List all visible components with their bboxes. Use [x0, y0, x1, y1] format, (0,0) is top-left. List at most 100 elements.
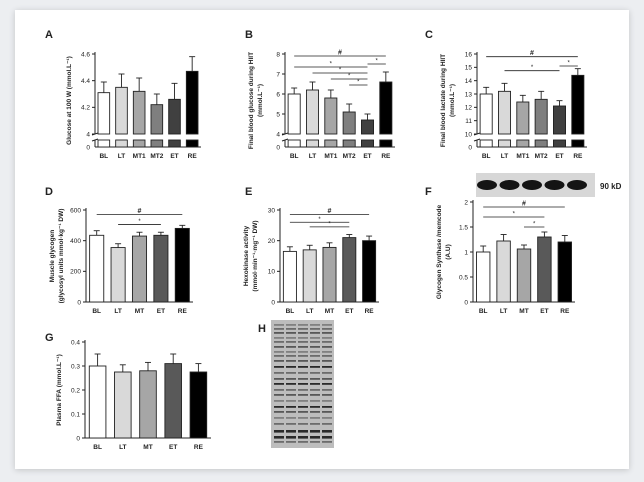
- gel-band: [310, 337, 320, 339]
- gel-band: [322, 346, 332, 348]
- bar-B-MT1: [324, 97, 338, 135]
- gel-band: [322, 378, 332, 380]
- gel-band: [286, 383, 296, 385]
- axis-break-mark-C: [473, 132, 481, 136]
- bar-stub-C-MT1: [516, 139, 530, 148]
- bar-stub-B-LT: [306, 139, 320, 148]
- gel-band: [322, 411, 332, 413]
- bar-B-LT: [306, 89, 320, 135]
- panel-label-C: C: [425, 29, 433, 41]
- y-axis-label-B: Final blood glucose during HIIT: [248, 52, 255, 149]
- y-tick-label-G: 0: [76, 435, 80, 442]
- y-tick-label-D: 0: [77, 299, 81, 306]
- bar-D-MT: [131, 235, 148, 303]
- x-tick-label-D: MT: [135, 308, 144, 315]
- gel-band: [274, 378, 284, 380]
- gel-band: [310, 360, 320, 362]
- gel-band: [286, 411, 296, 413]
- y-tick-label-E: 10: [268, 269, 276, 276]
- blot-band: [544, 180, 565, 190]
- bar-stub-C-MT2: [534, 139, 548, 148]
- x-tick-label-E: BL: [286, 308, 295, 315]
- x-tick-label-B: RE: [381, 153, 391, 160]
- gel-band: [286, 372, 296, 374]
- gel-band: [310, 366, 320, 368]
- gel-band: [322, 383, 332, 385]
- panel-E: E Hexokinase activity (mmol·min⁻¹·mg⁻¹ DW)…: [243, 186, 379, 315]
- gel-band: [298, 430, 308, 433]
- gel-band: [298, 441, 308, 443]
- bar-stub-C-BL: [479, 139, 493, 148]
- gel-band: [274, 372, 284, 374]
- bar-stub-A-ET: [168, 139, 181, 148]
- x-tick-label-C: MT2: [535, 153, 548, 160]
- gel-band: [274, 400, 284, 402]
- gel-band: [286, 346, 296, 348]
- sig-marker-C: *: [567, 61, 570, 67]
- bar-C-MT1: [516, 101, 530, 135]
- bar-stub-C-ET: [553, 139, 567, 148]
- x-tick-label-B: ET: [363, 153, 371, 160]
- axis-break-mark-A: [91, 132, 99, 136]
- y-tick-label-G: 0.3: [71, 363, 80, 370]
- gel-band: [298, 383, 308, 385]
- y-tick-label-C: 13: [465, 91, 473, 98]
- gel-band: [286, 351, 296, 353]
- gel-bands: [274, 324, 332, 443]
- gel-band: [274, 430, 284, 433]
- blot-size-label: 90 kD: [600, 182, 622, 191]
- sig-marker-D: #: [138, 208, 142, 215]
- y-axis-label-C: Final blood lactate during HIIT: [440, 54, 447, 147]
- gel-band: [286, 355, 296, 357]
- gel-band: [274, 332, 284, 334]
- bar-A-BL: [97, 92, 111, 135]
- panel-C: C Final blood lactate during HIIT (mmol.L⁻…: [425, 29, 587, 160]
- gel-band: [274, 324, 284, 326]
- gel-band: [322, 332, 332, 334]
- gel-band: [298, 355, 308, 357]
- y-tick-label-D: 400: [70, 238, 81, 245]
- gel-band: [274, 366, 284, 368]
- sig-marker-B: *: [375, 59, 378, 65]
- bar-B-BL: [287, 93, 301, 135]
- gel-band: [310, 430, 320, 433]
- y-axis-label-E-units: (mmol·min⁻¹·mg⁻¹ DW): [252, 220, 259, 291]
- sig-marker-D: *: [138, 219, 141, 225]
- bar-E-BL: [282, 250, 297, 303]
- bar-stub-B-BL: [287, 139, 301, 148]
- western-blot: 90 kD: [476, 173, 622, 197]
- gel-band: [298, 366, 308, 368]
- gel-band: [322, 400, 332, 402]
- y-tick-label-C: 11: [465, 118, 472, 125]
- x-tick-label-F: RE: [560, 308, 570, 315]
- y-tick-label-C: 10: [465, 131, 473, 138]
- figure-card: A Glucose at 100 W (mmol.L⁻¹) 4 4.2 4.4 4.6 BL…: [15, 10, 629, 469]
- x-tick-label-A: RE: [188, 153, 198, 160]
- y-tick-label-B: 0: [276, 144, 280, 151]
- gel-band: [322, 337, 332, 339]
- x-tick-label-E: ET: [345, 308, 353, 315]
- gel-band: [310, 355, 320, 357]
- gel-band: [274, 417, 284, 419]
- bar-A-RE: [185, 70, 199, 135]
- panel-label-D: D: [45, 186, 53, 198]
- panel-label-E: E: [245, 186, 252, 198]
- panel-label-A: A: [45, 29, 53, 41]
- gel-band: [310, 423, 320, 425]
- bar-F-BL: [476, 251, 491, 303]
- gel-band: [298, 411, 308, 413]
- gel-band: [298, 394, 308, 396]
- panel-label-B: B: [245, 29, 253, 41]
- gel-band: [286, 389, 296, 391]
- gel-band: [310, 328, 320, 330]
- y-tick-label-B: 8: [276, 51, 280, 58]
- y-tick-label-C: 16: [465, 51, 473, 58]
- bar-stub-A-RE: [185, 139, 199, 148]
- sig-marker-F: *: [533, 222, 536, 228]
- gel-band: [310, 389, 320, 391]
- gel-band: [274, 406, 284, 408]
- gel-band: [286, 430, 296, 433]
- sig-marker-B: *: [339, 68, 342, 74]
- bar-E-LT: [302, 249, 317, 303]
- gel-band: [286, 436, 296, 439]
